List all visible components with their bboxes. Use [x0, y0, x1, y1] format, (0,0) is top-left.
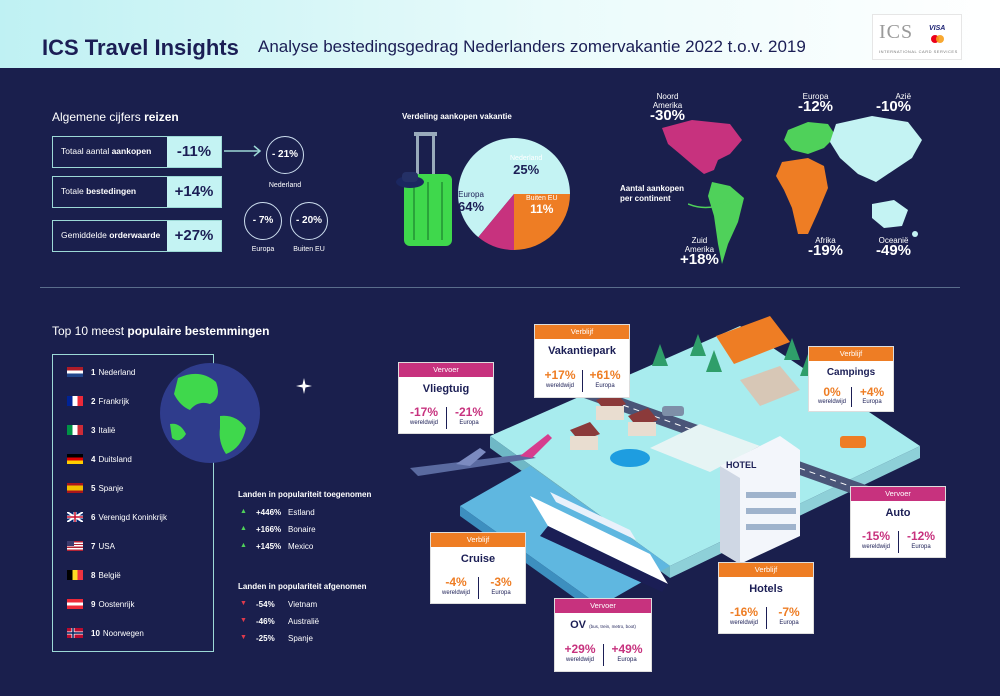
- down-arrow-icon: ▼: [240, 600, 247, 607]
- circle-buiten-eu: - 20%: [290, 202, 328, 240]
- circle-label: Europa: [251, 246, 275, 253]
- trend-down-title: Landen in populariteit afgenomen: [238, 582, 367, 591]
- header-banner: ICS Travel Insights Analyse bestedingsge…: [0, 0, 1000, 68]
- stat-total-spend: Totale bestedingen +14%: [52, 176, 222, 208]
- tent-icon: [716, 316, 790, 364]
- pie-slice-buiten-eu: [478, 194, 514, 250]
- arrow-right-icon: [688, 198, 731, 209]
- circle-label: Buiten EU: [293, 246, 325, 253]
- card-campings: Verblijf Campings 0% wereldwijd +4% Euro…: [808, 346, 894, 412]
- card-vliegtuig: Vervoer Vliegtuig -17% wereldwijd -21% E…: [398, 362, 494, 434]
- pie-label-buiten-eu: Buiten EU 11%: [526, 195, 558, 216]
- flag-uk-icon: [67, 512, 83, 522]
- globe-icon: [160, 363, 260, 463]
- arrow-right-icon: [224, 145, 262, 157]
- list-item: 8 België: [67, 570, 121, 580]
- list-item: 1 Nederland: [67, 367, 135, 377]
- list-item: 3 Italië: [67, 425, 115, 435]
- north-america-shape: [662, 120, 742, 174]
- continent-caption: Aantal aankopen per continent: [620, 184, 685, 203]
- suitcase-icon: [396, 132, 452, 246]
- trend-down-item: ▼ -25% Spanje: [240, 634, 313, 643]
- africa-shape: [776, 158, 828, 234]
- list-item: 2 Frankrijk: [67, 396, 129, 406]
- label-afrika: Afrika -19%: [808, 236, 844, 259]
- trend-down-item: ▼ -46% Australië: [240, 617, 320, 626]
- trend-down-item: ▼ -54% Vietnam: [240, 600, 318, 609]
- list-item: 4 Duitsland: [67, 454, 132, 464]
- flag-fr-icon: [67, 396, 83, 406]
- flag-at-icon: [67, 599, 83, 609]
- sparkle-icon: [296, 378, 312, 394]
- europe-shape: [784, 122, 836, 154]
- destinations-list: 1 Nederland 2 Frankrijk 3 Italië 4 Duitsland…: [52, 354, 214, 652]
- circle-nederland: - 21%: [266, 136, 304, 174]
- pie-title: Verdeling aankopen vakantie: [402, 112, 512, 121]
- flag-es-icon: [67, 483, 83, 493]
- ics-logo: ICS VISA INTERNATIONAL CARD SERVICES: [872, 14, 962, 60]
- ov-name: OV (bus, trein, metro, boot): [570, 619, 636, 631]
- trend-up-item: ▲ +145% Mexico: [240, 542, 314, 551]
- stat-value: +27%: [167, 221, 221, 251]
- trend-up-item: ▲ +446% Estland: [240, 508, 315, 517]
- destinations-title: Top 10 meest populaire bestemmingen: [52, 324, 270, 338]
- asia-shape: [830, 116, 922, 182]
- pool-icon: [610, 449, 650, 467]
- flag-us-icon: [67, 541, 83, 551]
- flag-no-icon: [67, 628, 83, 638]
- list-item: 7 USA: [67, 541, 115, 551]
- up-arrow-icon: ▲: [240, 542, 247, 549]
- mastercard-icon: [931, 35, 939, 43]
- card-ov: Vervoer OV (bus, trein, metro, boot) +29…: [554, 598, 652, 672]
- up-arrow-icon: ▲: [240, 525, 247, 532]
- cruise-ship-icon: [530, 492, 668, 592]
- label-zuid-amerika: Zuid Amerika +18%: [680, 236, 719, 268]
- tent-icon: [740, 366, 800, 406]
- svg-text:HOTEL: HOTEL: [726, 460, 757, 470]
- label-oceanie: Oceanië -49%: [876, 236, 912, 259]
- stat-value: -11%: [167, 137, 221, 167]
- hotel-building: HOTEL: [720, 436, 800, 564]
- stat-avg-order: Gemiddelde orderwaarde +27%: [52, 220, 222, 252]
- card-hotels: Verblijf Hotels -16% wereldwijd -7% Euro…: [718, 562, 814, 634]
- circle-label: Nederland: [268, 182, 302, 189]
- pie-slice-europa: [458, 138, 570, 238]
- airplane-icon: [410, 434, 552, 476]
- section-divider: [40, 287, 960, 288]
- card-cruise: Verblijf Cruise -4% wereldwijd -3% Europ…: [430, 532, 526, 604]
- list-item: 5 Spanje: [67, 483, 123, 493]
- pie-slice-nederland: [514, 194, 570, 250]
- list-item: 9 Oostenrijk: [67, 599, 134, 609]
- pie-chart: [396, 132, 570, 250]
- flag-it-icon: [67, 425, 83, 435]
- brand-title: ICS Travel Insights: [42, 35, 239, 60]
- pie-label-europa: Europa 64%: [458, 190, 485, 214]
- oceania-shape: [872, 200, 908, 228]
- flag-be-icon: [67, 570, 83, 580]
- up-arrow-icon: ▲: [240, 508, 247, 515]
- page-subtitle: Analyse bestedingsgedrag Nederlanders zo…: [258, 37, 806, 56]
- card-auto: Vervoer Auto -15% wereldwijd -12% Europa: [850, 486, 946, 558]
- trend-up-title: Landen in populariteit toegenomen: [238, 490, 372, 499]
- flag-nl-icon: [67, 367, 83, 377]
- pie-label-nederland: Nederland 25%: [510, 155, 543, 177]
- car-icon: [662, 406, 866, 448]
- stat-total-purchases: Totaal aantal aankopen -11%: [52, 136, 222, 168]
- general-title: Algemene cijfers reizen: [52, 110, 179, 124]
- card-vakantiepark: Verblijf Vakantiepark +17% wereldwijd +6…: [534, 324, 630, 398]
- travel-scene-illustration: HOTEL: [410, 316, 920, 616]
- down-arrow-icon: ▼: [240, 634, 247, 641]
- label-azie: Azië -10%: [876, 92, 912, 115]
- world-map: [662, 116, 922, 264]
- list-item: 10 Noorwegen: [67, 628, 144, 638]
- south-america-shape: [708, 182, 744, 264]
- list-item: 6 Verenigd Koninkrijk: [67, 512, 167, 522]
- trend-up-item: ▲ +166% Bonaire: [240, 525, 316, 534]
- flag-de-icon: [67, 454, 83, 464]
- label-noord-amerika: Noord Amerika -30%: [650, 92, 686, 124]
- stat-value: +14%: [167, 177, 221, 207]
- circle-europa: - 7%: [244, 202, 282, 240]
- down-arrow-icon: ▼: [240, 617, 247, 624]
- label-europa: Europa -12%: [798, 92, 834, 115]
